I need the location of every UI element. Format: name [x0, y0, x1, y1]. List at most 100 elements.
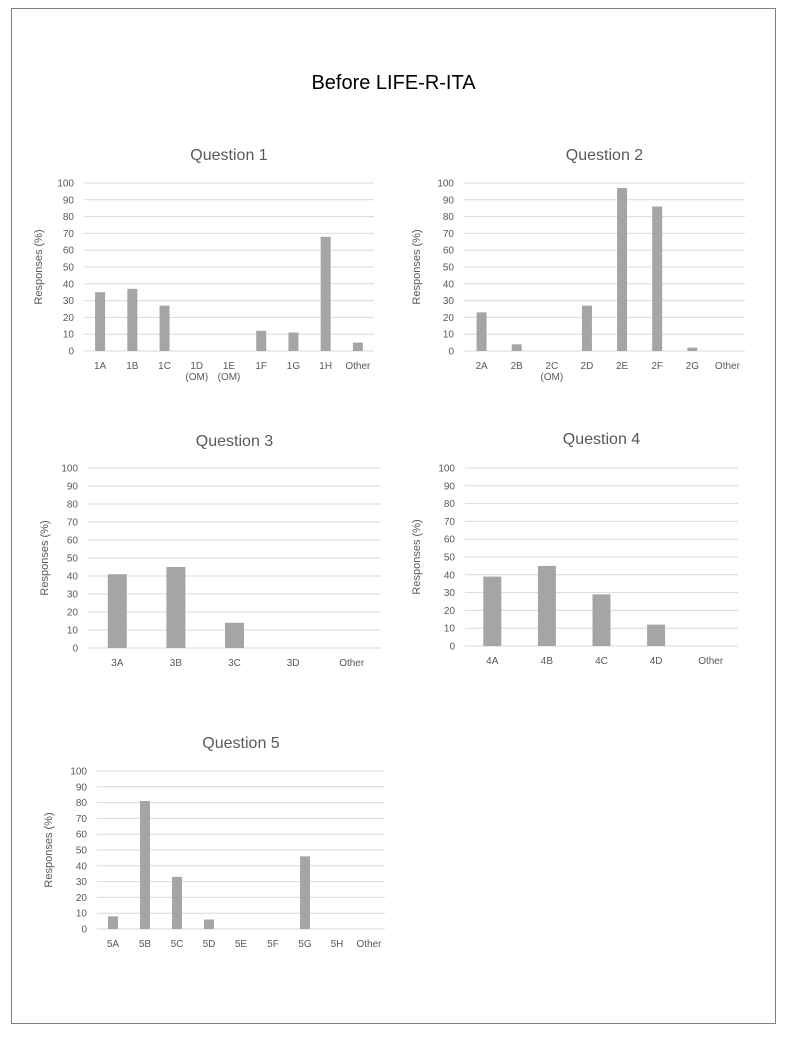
x-tick-label: 3C: [228, 658, 241, 669]
y-tick-label: 60: [67, 536, 79, 547]
x-tick-label: Other: [698, 656, 724, 667]
chart-title: Question 3: [196, 433, 273, 450]
y-tick-label: 40: [63, 279, 75, 290]
x-tick-label: 1G: [287, 361, 301, 372]
y-axis-label: Responses (%): [411, 519, 423, 594]
y-tick-label: 60: [63, 246, 75, 257]
bar: [581, 305, 592, 351]
y-tick-label: 20: [63, 313, 75, 324]
y-tick-label: 40: [67, 572, 79, 583]
y-tick-label: 80: [444, 499, 456, 510]
bar: [204, 919, 214, 929]
y-axis-label: Responses (%): [33, 229, 45, 304]
y-tick-label: 50: [67, 554, 79, 565]
y-tick-label: 10: [76, 909, 88, 920]
bar: [166, 567, 186, 648]
y-tick-label: 20: [444, 606, 456, 617]
x-tick-label: 4C: [595, 656, 608, 667]
bar: [300, 856, 310, 929]
x-tick-label: Other: [356, 939, 382, 950]
bar: [288, 332, 299, 351]
y-tick-label: 80: [76, 798, 88, 809]
y-tick-label: 30: [444, 588, 456, 599]
y-tick-label: 40: [443, 279, 455, 290]
y-tick-label: 30: [443, 296, 455, 307]
y-tick-label: 50: [444, 553, 456, 564]
x-tick-label: 5H: [331, 939, 344, 950]
y-tick-label: 50: [63, 263, 75, 274]
x-tick-label: 3A: [111, 658, 124, 669]
x-tick-label: 5A: [107, 939, 120, 950]
x-tick-label: 4D: [650, 656, 663, 667]
y-tick-label: 30: [67, 590, 79, 601]
bar: [537, 565, 556, 646]
y-tick-label: 10: [444, 624, 456, 635]
chart-question-3: Question 3 Responses (%) 0 10 20 30 40 50 60 70 80…: [39, 433, 381, 669]
y-tick-label: 20: [67, 608, 79, 619]
y-tick-label: 30: [76, 877, 88, 888]
page-title: Before LIFE-R-ITA: [311, 72, 476, 94]
y-tick-label: 90: [67, 482, 79, 493]
x-tick-label: 1F: [255, 361, 267, 372]
x-tick-label: 1D: [190, 361, 203, 372]
x-tick-label: 2B: [511, 361, 524, 372]
y-tick-label: 60: [444, 535, 456, 546]
y-tick-label: 100: [61, 464, 78, 475]
x-tick-label: 1E: [223, 361, 236, 372]
bar: [352, 342, 363, 351]
y-tick-label: 0: [72, 644, 78, 655]
y-tick-label: 0: [448, 347, 454, 358]
y-tick-label: 50: [76, 846, 88, 857]
x-tick-label: 2G: [686, 361, 700, 372]
y-tick-label: 0: [68, 347, 74, 358]
x-tick-label: 2D: [581, 361, 594, 372]
x-tick-label: 2F: [651, 361, 663, 372]
chart-title: Question 2: [566, 147, 643, 164]
y-tick-label: 90: [443, 195, 455, 206]
y-tick-label: 70: [443, 229, 455, 240]
x-tick-label: (OM): [218, 372, 241, 383]
bar: [483, 576, 502, 646]
bar: [172, 876, 182, 929]
x-tick-label: 2C: [545, 361, 558, 372]
y-axis-label: Responses (%): [39, 520, 51, 595]
bar: [647, 624, 666, 646]
y-tick-label: 40: [444, 570, 456, 581]
x-tick-label: Other: [715, 361, 741, 372]
y-tick-label: 70: [67, 518, 79, 529]
page-frame: [11, 8, 776, 1024]
x-tick-label: 1B: [126, 361, 139, 372]
y-tick-label: 100: [57, 179, 74, 190]
chart-title: Question 1: [190, 147, 267, 164]
y-tick-label: 10: [63, 330, 75, 341]
y-axis-label: Responses (%): [411, 229, 423, 304]
y-tick-label: 0: [81, 925, 87, 936]
y-tick-label: 100: [70, 767, 87, 778]
y-tick-label: 50: [443, 263, 455, 274]
bar: [256, 330, 267, 351]
x-tick-label: 3D: [287, 658, 300, 669]
bar: [652, 206, 663, 351]
bar: [107, 574, 127, 648]
y-tick-label: 70: [444, 517, 456, 528]
y-tick-label: 80: [67, 500, 79, 511]
y-tick-label: 30: [63, 296, 75, 307]
y-tick-label: 40: [76, 861, 88, 872]
x-tick-label: 4B: [541, 656, 554, 667]
chart-question-4: Question 4 Responses (%) 0 10 20 30 40 50 60 70 80…: [411, 431, 738, 667]
bar: [592, 594, 611, 646]
y-tick-label: 80: [443, 212, 455, 223]
y-tick-label: 90: [63, 195, 75, 206]
x-tick-label: Other: [339, 658, 365, 669]
bar: [476, 312, 487, 351]
x-tick-label: 1H: [319, 361, 332, 372]
x-tick-label: (OM): [185, 372, 208, 383]
chart-question-5: Question 5 Responses (%) 0 10 20 30 40 50 60 70 80…: [43, 735, 385, 950]
y-axis-label: Responses (%): [43, 812, 55, 887]
y-tick-label: 10: [443, 330, 455, 341]
x-tick-label: (OM): [540, 372, 563, 383]
bar: [687, 347, 698, 351]
y-tick-label: 100: [438, 464, 455, 475]
y-tick-label: 10: [67, 626, 79, 637]
y-tick-label: 90: [76, 782, 88, 793]
